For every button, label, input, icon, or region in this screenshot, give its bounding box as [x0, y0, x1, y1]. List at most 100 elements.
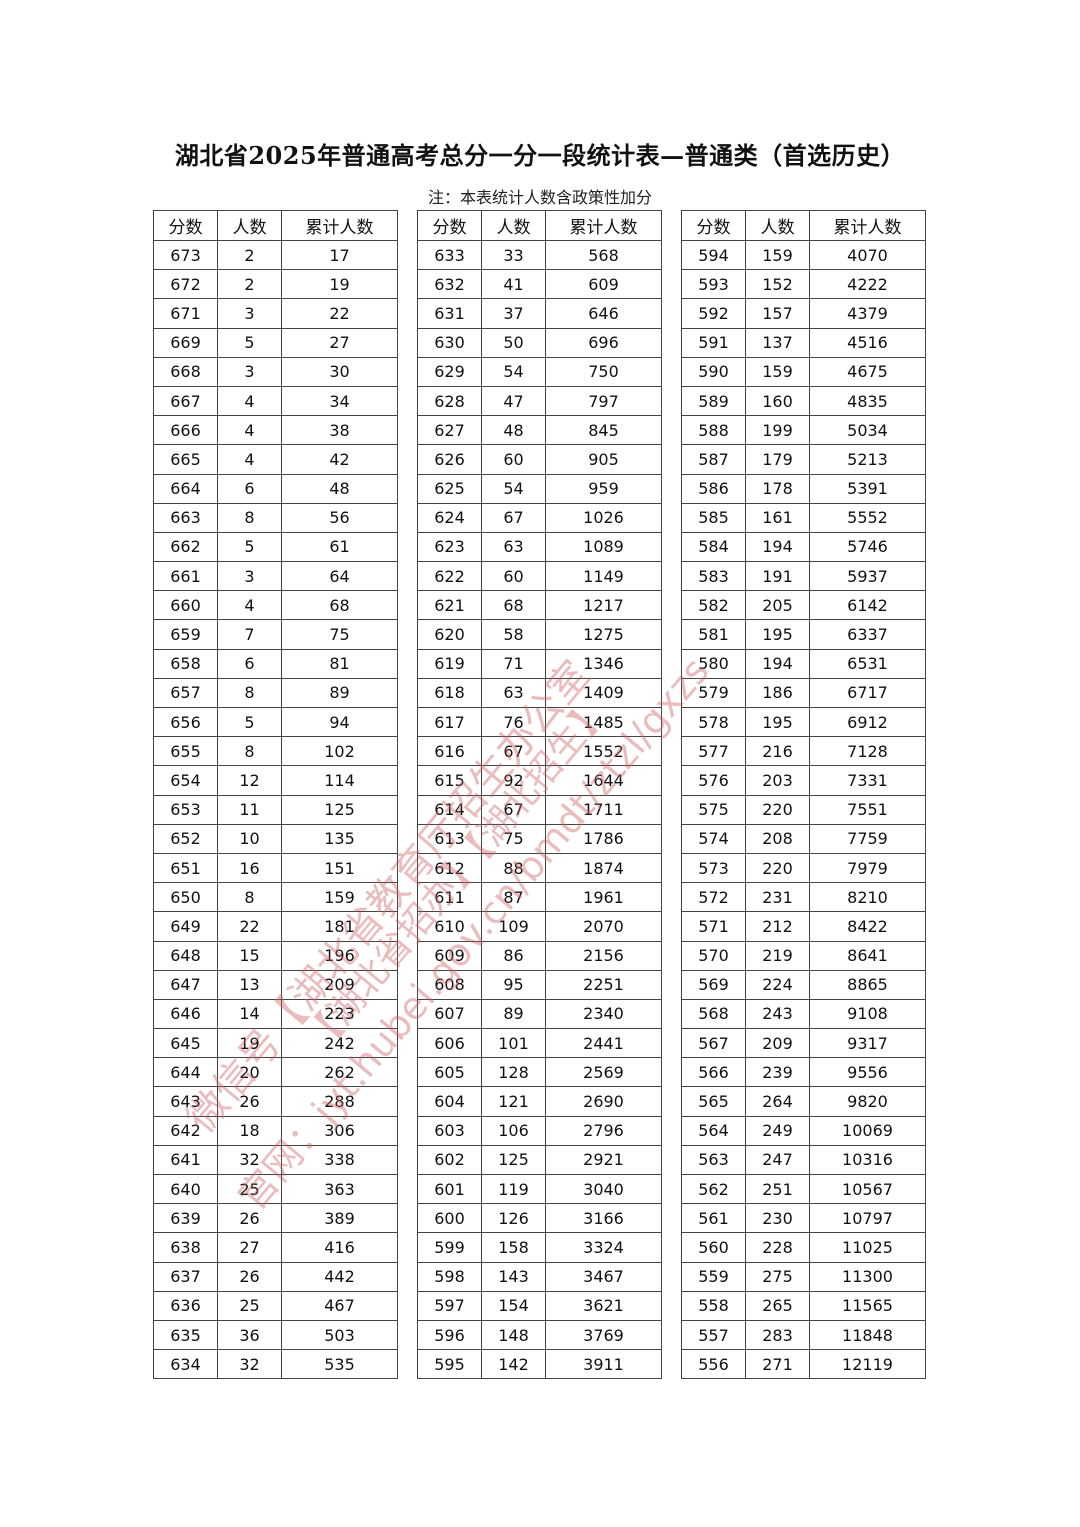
table-row: 633 33 568	[417, 239, 662, 271]
table-row: 593 152 4222	[681, 269, 926, 300]
score-cell: 611	[417, 882, 482, 913]
count-cell: 199	[745, 415, 810, 446]
score-cell: 645	[153, 1028, 218, 1059]
cumulative-cell: 750	[545, 356, 662, 387]
cumulative-cell: 6142	[809, 590, 926, 621]
count-cell: 8	[217, 736, 282, 767]
score-table-2: 分数 人数 累计人数 633 33 568 632 41 609 631 37 646 630 50 696…	[417, 210, 662, 1380]
score-cell: 581	[681, 619, 746, 650]
table-row: 617 76 1485	[417, 706, 662, 738]
score-cell: 651	[153, 852, 218, 884]
count-cell: 63	[481, 677, 546, 709]
table-row: 611 87 1961	[417, 882, 662, 913]
table-row: 606 101 2441	[417, 1028, 662, 1059]
count-cell: 76	[481, 706, 546, 738]
score-cell: 656	[153, 706, 218, 738]
score-cell: 660	[153, 590, 218, 621]
count-cell: 128	[481, 1057, 546, 1088]
cumulative-cell: 2251	[545, 969, 662, 1000]
score-cell: 605	[417, 1057, 482, 1088]
score-cell: 665	[153, 444, 218, 475]
cumulative-cell: 1961	[545, 882, 662, 913]
score-cell: 608	[417, 969, 482, 1000]
table-row: 629 54 750	[417, 356, 662, 387]
table-row: 614 67 1711	[417, 794, 662, 825]
count-cell: 160	[745, 385, 810, 417]
score-cell: 589	[681, 385, 746, 417]
count-cell: 25	[217, 1290, 282, 1321]
score-cell: 655	[153, 736, 218, 767]
score-cell: 556	[681, 1349, 746, 1380]
table-row: 588 199 5034	[681, 415, 926, 446]
score-cell: 563	[681, 1144, 746, 1176]
cumulative-cell: 196	[281, 940, 398, 971]
cumulative-cell: 42	[281, 444, 398, 475]
count-cell: 249	[745, 1115, 810, 1146]
count-cell: 4	[217, 415, 282, 446]
count-cell: 54	[481, 356, 546, 387]
score-cell: 559	[681, 1261, 746, 1292]
cumulative-cell: 9820	[809, 1086, 926, 1117]
table-row: 563 247 10316	[681, 1144, 926, 1176]
count-cell: 88	[481, 852, 546, 884]
score-cell: 643	[153, 1086, 218, 1117]
score-cell: 652	[153, 823, 218, 854]
count-cell: 25	[217, 1173, 282, 1205]
table-row: 628 47 797	[417, 385, 662, 417]
score-cell: 602	[417, 1144, 482, 1176]
count-cell: 154	[481, 1290, 546, 1321]
count-cell: 121	[481, 1086, 546, 1117]
score-cell: 630	[417, 327, 482, 358]
table-row: 622 60 1149	[417, 561, 662, 592]
table-row: 643 26 288	[153, 1086, 398, 1117]
cumulative-cell: 17	[281, 239, 398, 271]
table-row: 673 2 17	[153, 239, 398, 271]
table-row: 591 137 4516	[681, 327, 926, 358]
count-cell: 216	[745, 736, 810, 767]
column-header: 分数	[681, 210, 746, 241]
table-row: 658 6 81	[153, 648, 398, 679]
table-row: 659 7 75	[153, 619, 398, 650]
count-cell: 230	[745, 1203, 810, 1234]
cumulative-cell: 22	[281, 298, 398, 329]
score-table-1: 分数 人数 累计人数 673 2 17 672 2 19 671 3 22 669 5 27 668 3 30 66…	[153, 210, 398, 1380]
count-cell: 32	[217, 1349, 282, 1380]
table-row: 577 216 7128	[681, 736, 926, 767]
score-cell: 574	[681, 823, 746, 854]
count-cell: 26	[217, 1261, 282, 1292]
cumulative-cell: 1217	[545, 590, 662, 621]
table-row: 602 125 2921	[417, 1144, 662, 1176]
table-row: 615 92 1644	[417, 765, 662, 796]
count-cell: 67	[481, 502, 546, 533]
cumulative-cell: 7128	[809, 736, 926, 767]
score-cell: 669	[153, 327, 218, 358]
count-cell: 208	[745, 823, 810, 854]
table-row: 618 63 1409	[417, 677, 662, 709]
cumulative-cell: 8641	[809, 940, 926, 971]
count-cell: 212	[745, 911, 810, 942]
cumulative-cell: 905	[545, 444, 662, 475]
table-row: 665 4 42	[153, 444, 398, 475]
score-cell: 619	[417, 648, 482, 679]
score-cell: 664	[153, 473, 218, 504]
cumulative-cell: 7759	[809, 823, 926, 854]
table-row: 589 160 4835	[681, 385, 926, 417]
count-cell: 3	[217, 561, 282, 592]
table-row: 576 203 7331	[681, 765, 926, 796]
score-cell: 616	[417, 736, 482, 767]
score-cell: 636	[153, 1290, 218, 1321]
count-cell: 27	[217, 1232, 282, 1263]
table-row: 558 265 11565	[681, 1290, 926, 1321]
score-cell: 557	[681, 1319, 746, 1351]
cumulative-cell: 11565	[809, 1290, 926, 1321]
header-row: 分数 人数 累计人数	[417, 210, 662, 241]
count-cell: 106	[481, 1115, 546, 1146]
count-cell: 5	[217, 706, 282, 738]
count-cell: 33	[481, 239, 546, 271]
table-row: 636 25 467	[153, 1290, 398, 1321]
table-row: 570 219 8641	[681, 940, 926, 971]
cumulative-cell: 3467	[545, 1261, 662, 1292]
score-cell: 590	[681, 356, 746, 387]
cumulative-cell: 646	[545, 298, 662, 329]
header-row: 分数 人数 累计人数	[153, 210, 398, 241]
